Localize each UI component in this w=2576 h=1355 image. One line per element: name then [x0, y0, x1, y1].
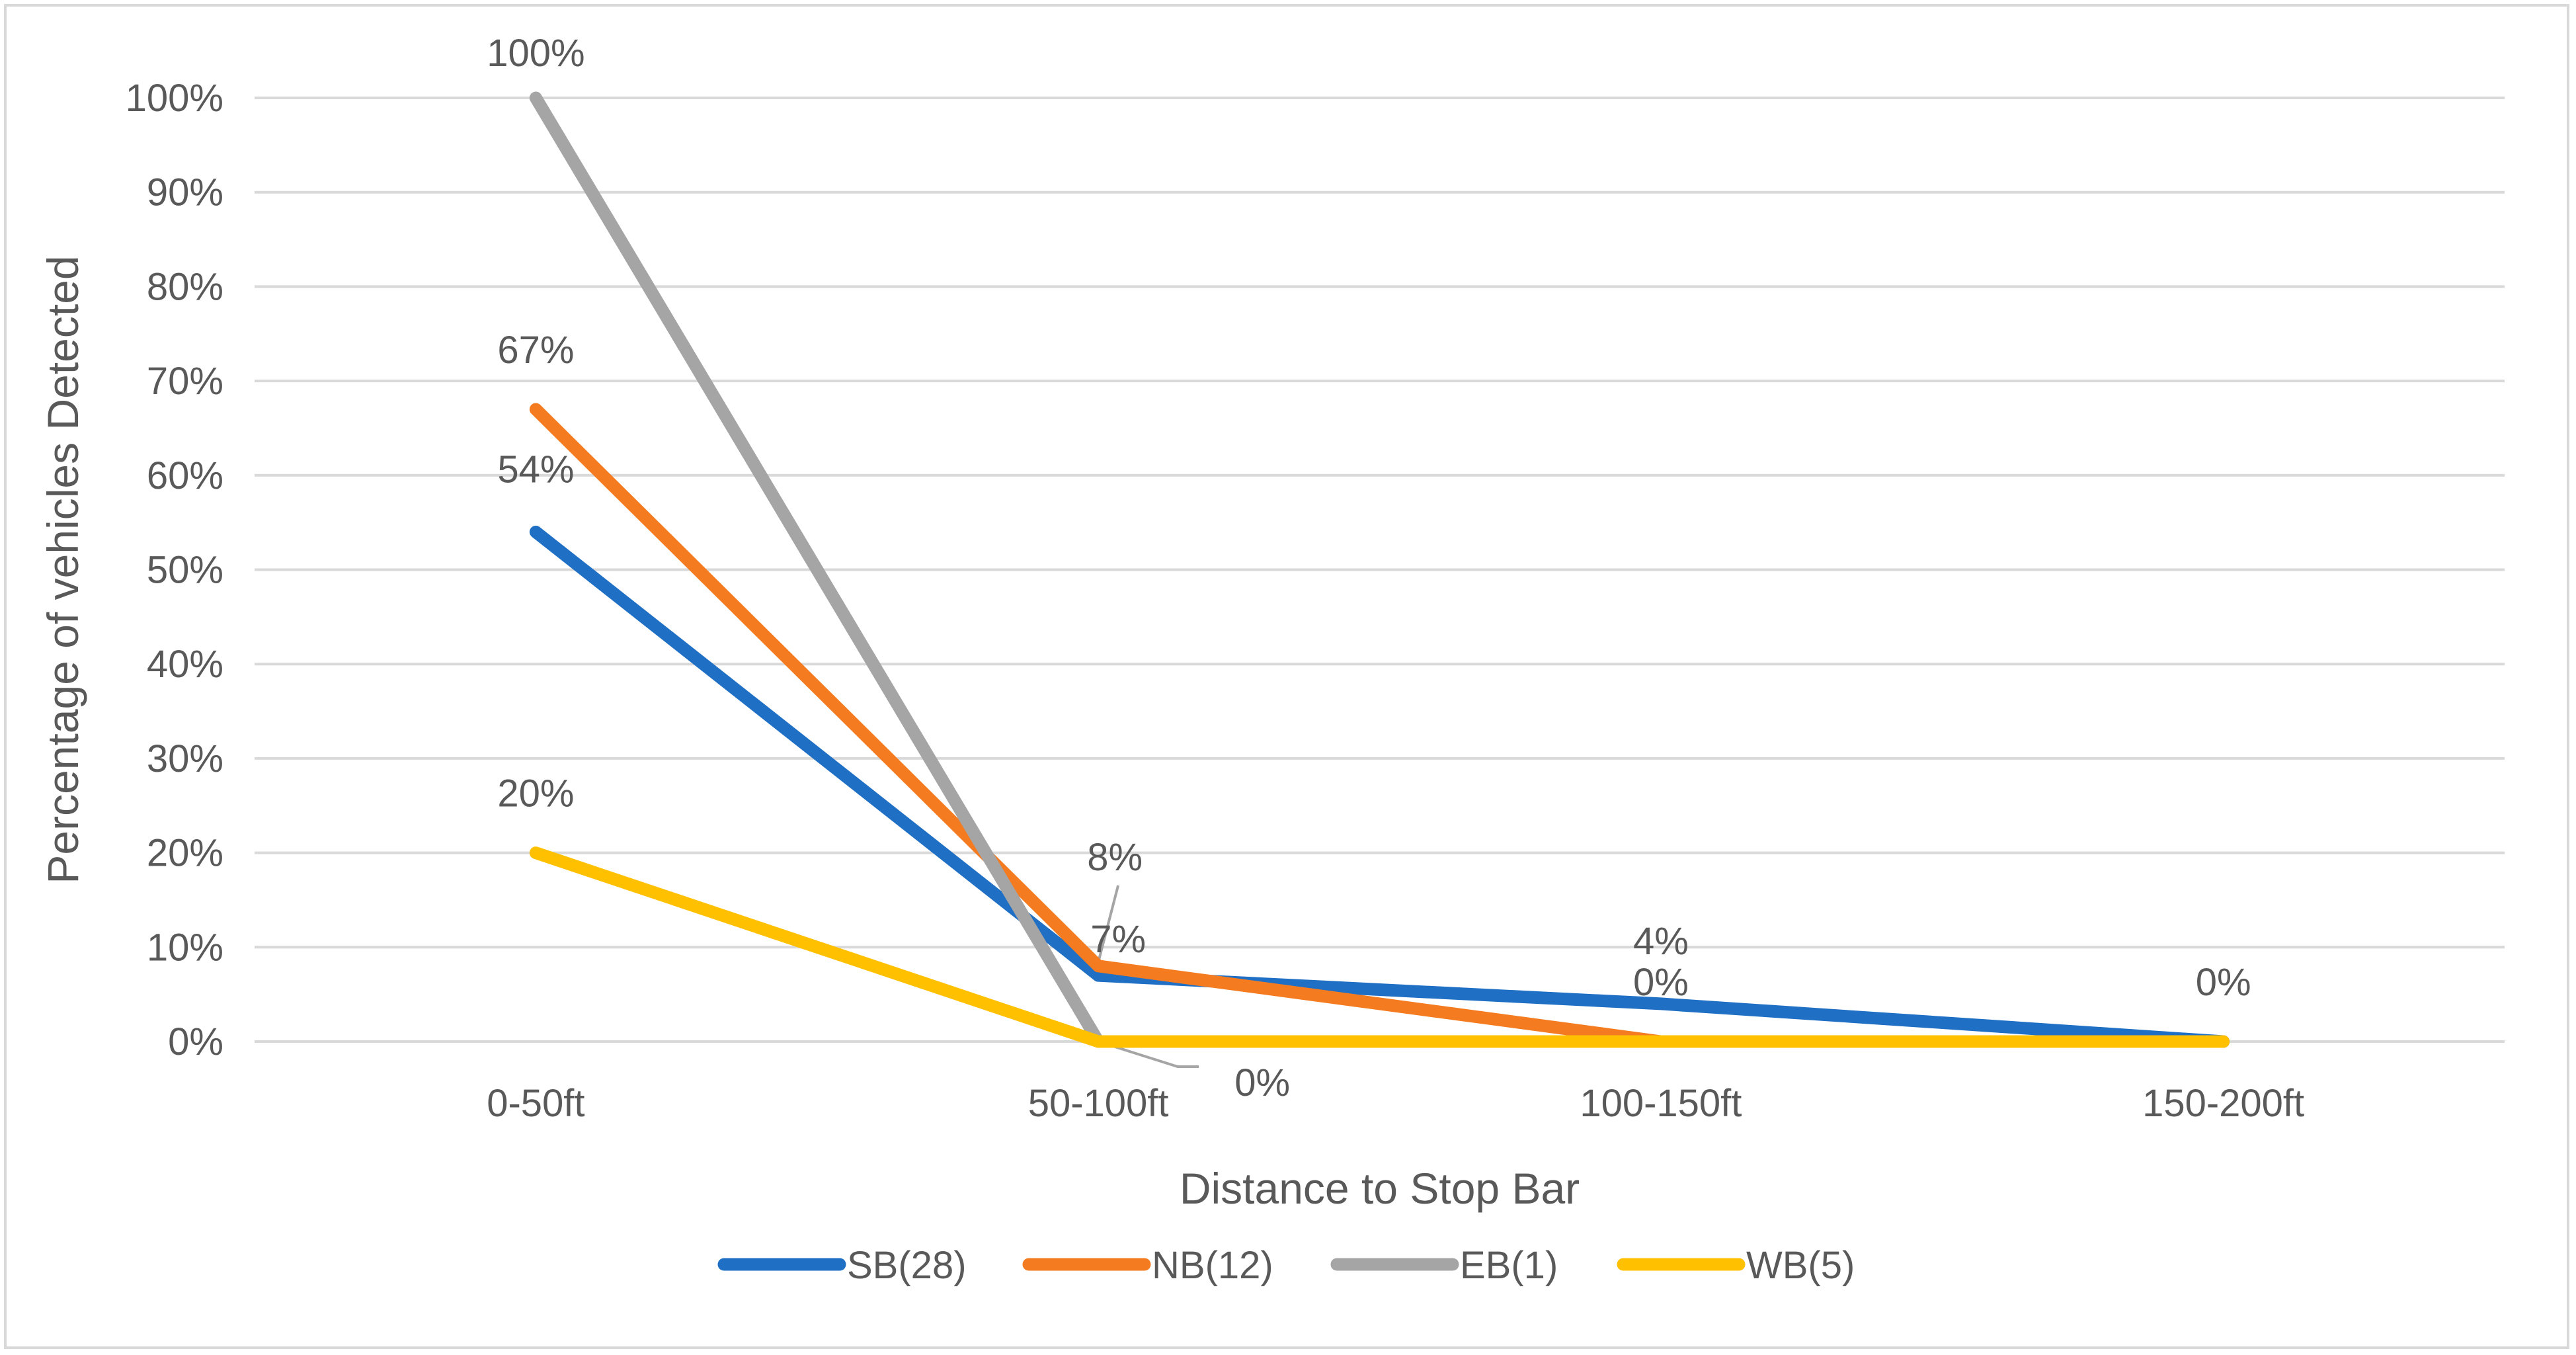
- y-tick-label: 90%: [147, 171, 223, 214]
- series-line-SB(28): [529, 525, 2230, 1048]
- data-label-WB(5): 20%: [497, 772, 574, 815]
- y-tick-label: 60%: [147, 454, 223, 497]
- y-axis-tick-labels: 0% 10% 20% 30% 40% 50% 60% 70% 80% 90% 100%: [126, 77, 223, 1063]
- data-label-EB(1): 100%: [487, 32, 584, 75]
- data-label-NB(12): 67%: [497, 329, 574, 372]
- data-label-WB(5): 0%: [2196, 961, 2251, 1004]
- legend-label-SB(28): SB(28): [847, 1244, 967, 1287]
- y-tick-label: 40%: [147, 643, 223, 686]
- y-tick-label: 30%: [147, 737, 223, 780]
- label-leader-lines: [1097, 885, 1199, 1068]
- legend-label-NB(12): NB(12): [1152, 1244, 1273, 1287]
- legend: SB(28) NB(12) EB(1) WB(5): [717, 1244, 1855, 1287]
- chart-frame: [4, 4, 2569, 1349]
- data-label-SB(28): 54%: [497, 448, 574, 491]
- y-axis-title: Percentage of vehicles Detected: [38, 255, 87, 883]
- y-tick-label: 70%: [147, 360, 223, 403]
- x-tick-label: 100-150ft: [1580, 1082, 1742, 1125]
- x-tick-label: 50-100ft: [1028, 1082, 1169, 1125]
- data-label-EB(1): 0%: [1234, 1061, 1290, 1104]
- x-tick-label: 0-50ft: [487, 1082, 584, 1125]
- series-lines: [529, 91, 2230, 1048]
- data-label-SB(28): 7%: [1090, 918, 1146, 961]
- y-tick-label: 0%: [168, 1020, 223, 1063]
- leader-line: [1098, 1040, 1199, 1068]
- data-labels: 54% 7% 4% 67% 8% 0% 100% 0% 20% 0%: [487, 32, 2251, 1104]
- x-axis-title: Distance to Stop Bar: [1180, 1164, 1580, 1213]
- data-label-NB(12): 0%: [1633, 961, 1689, 1004]
- y-tick-label: 20%: [147, 832, 223, 875]
- data-label-NB(12): 8%: [1087, 836, 1143, 879]
- y-tick-label: 50%: [147, 549, 223, 592]
- leader-line: [1097, 885, 1120, 963]
- data-label-SB(28): 4%: [1633, 920, 1689, 963]
- legend-label-EB(1): EB(1): [1460, 1244, 1558, 1287]
- y-tick-label: 80%: [147, 265, 223, 308]
- x-tick-label: 150-200ft: [2142, 1082, 2304, 1125]
- x-axis-tick-labels: 0-50ft 50-100ft 100-150ft 150-200ft: [487, 1082, 2304, 1125]
- legend-label-WB(5): WB(5): [1746, 1244, 1855, 1287]
- series-line-WB(5): [529, 846, 2230, 1048]
- y-tick-label: 100%: [126, 77, 223, 120]
- y-tick-label: 10%: [147, 926, 223, 969]
- series-line-EB(1): [529, 91, 1105, 1048]
